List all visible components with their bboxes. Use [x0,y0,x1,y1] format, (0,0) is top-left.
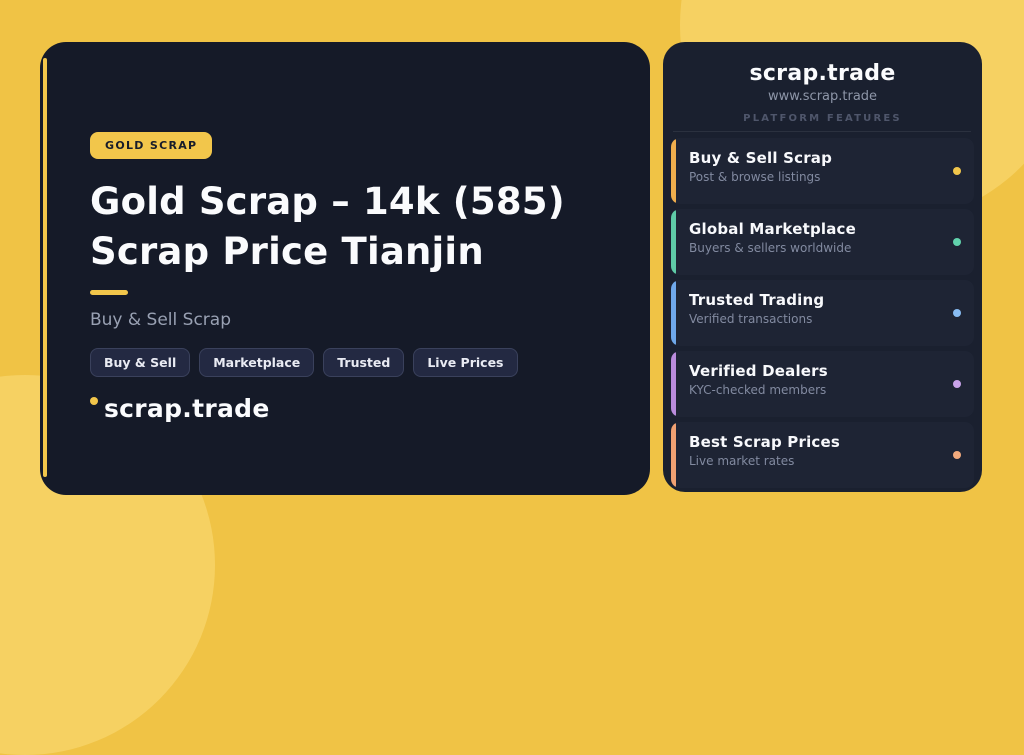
feature-subtitle: KYC-checked members [689,383,827,397]
feature-status-dot-icon [953,238,961,246]
title-underline [90,290,128,295]
panel-divider [673,131,971,132]
hero-subtitle: Buy & Sell Scrap [90,310,231,330]
feature-subtitle: Verified transactions [689,312,813,326]
feature-list-item[interactable]: Verified Dealers KYC-checked members [671,351,974,417]
feature-status-dot-icon [953,167,961,175]
brand-name: scrap.trade [104,394,270,423]
panel-header: scrap.trade www.scrap.trade PLATFORM FEA… [663,42,982,125]
feature-subtitle: Live market rates [689,454,795,468]
features-panel: scrap.trade www.scrap.trade PLATFORM FEA… [663,42,982,492]
feature-text: Buy & Sell Scrap Post & browse listings [671,138,974,184]
hero-content: GOLD SCRAP Gold Scrap – 14k (585) Scrap P… [40,42,650,423]
page-title-line: Scrap Price Tianjin [90,230,484,273]
feature-status-dot-icon [953,380,961,388]
feature-title: Trusted Trading [689,291,825,309]
panel-section-label: PLATFORM FEATURES [743,113,902,124]
category-badge: GOLD SCRAP [90,132,213,159]
feature-list-item[interactable]: Buy & Sell Scrap Post & browse listings [671,138,974,204]
feature-accent-bar [671,351,676,417]
tag-chip[interactable]: Buy & Sell [90,348,191,377]
feature-text: Best Scrap Prices Live market rates [671,422,974,468]
tag-chip[interactable]: Trusted [323,348,405,377]
page-title-line: Gold Scrap – 14k (585) [90,180,565,223]
brand-dot-icon [90,397,98,405]
brand-lockup: scrap.trade [90,394,610,423]
tag-row: Buy & Sell Marketplace Trusted Live Prices [90,348,610,377]
feature-title: Global Marketplace [689,220,857,238]
feature-subtitle: Buyers & sellers worldwide [689,241,852,255]
hero-card: GOLD SCRAP Gold Scrap – 14k (585) Scrap P… [40,42,650,495]
tag-chip[interactable]: Live Prices [413,348,518,377]
feature-title: Verified Dealers [689,362,828,380]
feature-text: Verified Dealers KYC-checked members [671,351,974,397]
feature-status-dot-icon [953,309,961,317]
panel-website-url[interactable]: www.scrap.trade [767,89,878,104]
feature-list-item[interactable]: Best Scrap Prices Live market rates [671,422,974,488]
feature-text: Trusted Trading Verified transactions [671,280,974,326]
page-title: Gold Scrap – 14k (585) Scrap Price Tianji… [90,177,610,277]
feature-list-item[interactable]: Global Marketplace Buyers & sellers worl… [671,209,974,275]
feature-accent-bar [671,422,676,488]
feature-title: Buy & Sell Scrap [689,149,833,167]
feature-list-item[interactable]: Trusted Trading Verified transactions [671,280,974,346]
feature-accent-bar [671,280,676,346]
feature-accent-bar [671,209,676,275]
feature-title: Best Scrap Prices [689,433,841,451]
feature-subtitle: Post & browse listings [689,170,821,184]
panel-brand-name: scrap.trade [749,61,896,86]
hero-left-accent-bar [43,58,47,477]
feature-text: Global Marketplace Buyers & sellers worl… [671,209,974,255]
feature-list: Buy & Sell Scrap Post & browse listings … [663,132,982,488]
feature-status-dot-icon [953,451,961,459]
tag-chip[interactable]: Marketplace [199,348,315,377]
feature-accent-bar [671,138,676,204]
